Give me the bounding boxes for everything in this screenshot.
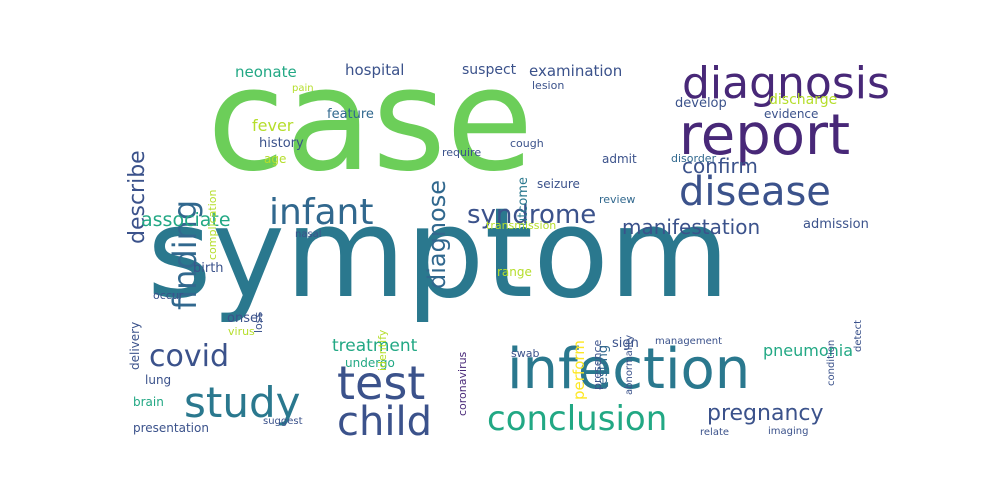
word-perform: perform [570, 340, 588, 400]
word-child: child [337, 399, 432, 445]
word-abnormality: abnormality [624, 334, 635, 395]
word-transmission: transmission [486, 219, 557, 232]
word-manifestation: manifestation [622, 215, 761, 239]
word-coronavirus: coronavirus [456, 351, 469, 416]
word-report: report [679, 103, 851, 168]
word-treatment: treatment [332, 336, 418, 356]
word-syndrome: syndrome [467, 200, 597, 230]
word-hospital: hospital [345, 61, 405, 79]
word-suspect: suspect [462, 62, 517, 78]
word-cloud: case symptom report infection diagnosis … [127, 60, 893, 446]
word-covid: covid [149, 339, 229, 374]
word-delivery: delivery [128, 321, 142, 370]
word-swab: swab [511, 347, 540, 360]
word-symptom: symptom [147, 182, 730, 326]
word-diagnose: diagnose [423, 179, 451, 289]
word-fever: fever [252, 116, 294, 135]
word-feature: feature [327, 107, 374, 122]
word-lung: lung [145, 373, 172, 387]
word-develop: develop [675, 96, 727, 111]
word-conclusion: conclusion [487, 399, 668, 439]
word-management: management [655, 336, 722, 347]
word-infection: infection [507, 337, 751, 402]
word-history: history [259, 136, 304, 151]
word-detect: detect [853, 320, 864, 352]
word-diagnosis: diagnosis [682, 60, 890, 109]
word-disorder: disorder [671, 152, 717, 165]
word-associate: associate [141, 209, 231, 231]
word-suggest: suggest [263, 416, 303, 427]
word-complication: complication [206, 189, 219, 260]
word-case: case [207, 60, 534, 203]
word-presence: presence [591, 339, 604, 390]
word-age: age [264, 152, 287, 166]
word-identify: identify [376, 329, 389, 371]
word-birth: birth [193, 261, 224, 276]
word-onset: onset [227, 311, 264, 326]
word-confirm: confirm [682, 154, 758, 178]
word-undergo: undergo [345, 356, 395, 370]
word-disease: disease [679, 169, 831, 215]
word-neonate: neonate [235, 63, 297, 81]
word-pain: pain [292, 83, 314, 94]
word-range: range [497, 265, 532, 279]
word-admit: admit [602, 152, 637, 166]
word-discharge: discharge [769, 92, 838, 108]
word-admission: admission [803, 217, 869, 232]
word-brain: brain [133, 395, 164, 409]
word-seizure: seizure [537, 177, 580, 191]
word-pneumonia: pneumonia [763, 341, 854, 360]
word-pregnancy: pregnancy [707, 401, 824, 426]
word-examination: examination [529, 62, 623, 80]
word-cough: cough [510, 137, 544, 150]
word-study: study [184, 378, 301, 427]
word-nasal: nasal [295, 229, 322, 240]
word-lesion: lesion [532, 79, 565, 92]
word-imaging: imaging [768, 426, 809, 437]
word-presentation: presentation [133, 421, 209, 435]
word-evidence: evidence [764, 107, 819, 121]
word-review: review [599, 193, 636, 206]
word-virus: virus [228, 325, 255, 338]
word-require: require [442, 146, 482, 159]
word-test: test [337, 356, 426, 410]
word-infant: infant [269, 192, 374, 233]
word-relate: relate [700, 427, 730, 438]
word-occur: occur [153, 289, 184, 302]
word-sign: sign [612, 336, 639, 351]
word-condition: condition [826, 339, 837, 386]
